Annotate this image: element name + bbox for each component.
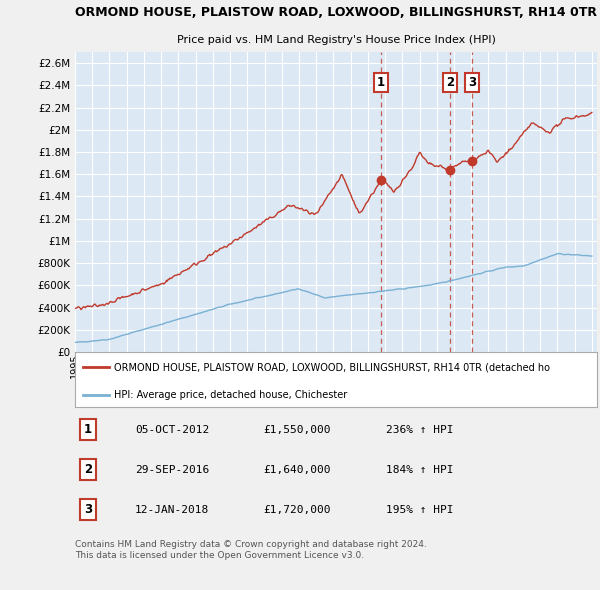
Text: HPI: Average price, detached house, Chichester: HPI: Average price, detached house, Chic… [114,390,347,400]
Text: 3: 3 [84,503,92,516]
Text: 195% ↑ HPI: 195% ↑ HPI [386,504,453,514]
Text: 2: 2 [84,463,92,476]
Text: Contains HM Land Registry data © Crown copyright and database right 2024.
This d: Contains HM Land Registry data © Crown c… [75,540,427,560]
Text: 184% ↑ HPI: 184% ↑ HPI [386,464,453,474]
Text: 12-JAN-2018: 12-JAN-2018 [135,504,209,514]
Text: £1,720,000: £1,720,000 [263,504,331,514]
Text: 236% ↑ HPI: 236% ↑ HPI [386,425,453,435]
Text: £1,550,000: £1,550,000 [263,425,331,435]
Text: 3: 3 [467,76,476,88]
Text: £1,640,000: £1,640,000 [263,464,331,474]
Text: 1: 1 [84,423,92,436]
Text: Price paid vs. HM Land Registry's House Price Index (HPI): Price paid vs. HM Land Registry's House … [176,35,496,45]
Text: ORMOND HOUSE, PLAISTOW ROAD, LOXWOOD, BILLINGSHURST, RH14 0TR (detached ho: ORMOND HOUSE, PLAISTOW ROAD, LOXWOOD, BI… [114,362,550,372]
Text: 05-OCT-2012: 05-OCT-2012 [135,425,209,435]
Text: 29-SEP-2016: 29-SEP-2016 [135,464,209,474]
Text: 2: 2 [446,76,454,88]
Text: ORMOND HOUSE, PLAISTOW ROAD, LOXWOOD, BILLINGSHURST, RH14 0TR: ORMOND HOUSE, PLAISTOW ROAD, LOXWOOD, BI… [75,6,597,19]
Text: 1: 1 [377,76,385,88]
